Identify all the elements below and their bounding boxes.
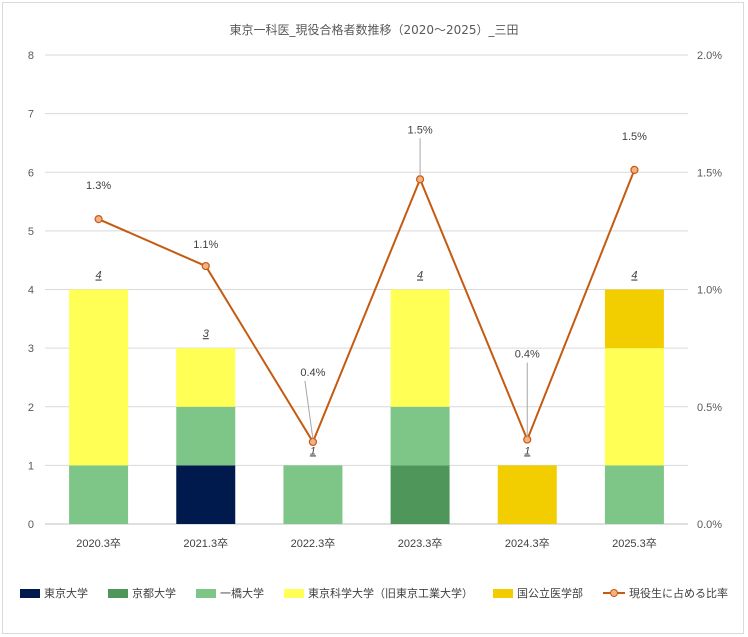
ratio-point <box>630 165 639 175</box>
bar-total-label: 1 <box>310 445 316 457</box>
legend-label: 一橋大学 <box>220 587 264 600</box>
y-tick-label: 0 <box>28 519 34 531</box>
y-tick-label: 8 <box>28 50 34 62</box>
ratio-label: 0.4% <box>300 367 325 379</box>
axes: 0 1 2 3 4 5 6 7 8 0.0% 0.5% 1.0% 1.5% 2.0% 2020.3卒 2021… <box>28 50 722 550</box>
ratio-line <box>94 165 639 447</box>
legend: 東京大学 京都大学 一橋大学 東京科学大学（旧東京工業大学） 国公立医学部 現役生に占める… <box>0 585 748 601</box>
bar-segment <box>176 406 236 466</box>
legend-swatch <box>108 588 128 598</box>
bar-segment <box>69 289 129 466</box>
bar-segment <box>390 289 450 407</box>
ratio-label: 1.3% <box>86 180 111 192</box>
y-tick-label: 5 <box>28 226 34 238</box>
bar-segment <box>604 465 664 524</box>
x-tick-label: 2020.3卒 <box>76 536 121 550</box>
y-tick-label: 3 <box>28 343 34 355</box>
bar-segment <box>283 465 343 524</box>
y-tick-label: 7 <box>28 109 34 121</box>
legend-item: 一橋大学 <box>196 585 264 601</box>
legend-item: 現役生に占める比率 <box>603 585 728 601</box>
bar-segment <box>69 465 129 524</box>
y2-tick-label: 1.5% <box>697 167 722 179</box>
legend-label: 京都大学 <box>132 587 176 600</box>
bar-total-label: 4 <box>631 270 637 282</box>
x-tick-label: 2021.3卒 <box>183 536 228 550</box>
x-tick-label: 2023.3卒 <box>398 536 443 550</box>
x-tick-label: 2024.3卒 <box>505 536 550 550</box>
legend-swatch <box>196 588 216 598</box>
legend-swatch <box>20 588 40 598</box>
y-tick-label: 4 <box>28 285 34 297</box>
bar-segment <box>390 465 450 524</box>
ratio-point <box>94 215 103 224</box>
bars <box>69 289 664 524</box>
data-labels: 4 3 1 4 1 4 1.3% 1.1% 0.4% 1.5% 0.4% 1.5% <box>86 124 647 457</box>
y2-tick-label: 0.5% <box>697 402 722 414</box>
legend-swatch <box>493 588 513 598</box>
ratio-label: 1.1% <box>193 239 218 251</box>
ratio-label: 1.5% <box>622 131 647 143</box>
legend-swatch <box>284 588 304 598</box>
bar-total-label: 1 <box>524 445 530 457</box>
legend-label: 東京大学 <box>44 587 88 600</box>
y2-tick-label: 2.0% <box>697 50 722 62</box>
ratio-point <box>201 261 210 271</box>
bar-total-label: 3 <box>203 328 210 340</box>
legend-line-swatch <box>603 588 625 598</box>
y-tick-label: 6 <box>28 167 34 179</box>
bar-segment <box>497 465 557 524</box>
x-tick-label: 2022.3卒 <box>291 536 336 550</box>
ratio-point <box>308 437 318 447</box>
legend-item: 東京科学大学（旧東京工業大学） <box>284 585 473 601</box>
bar-total-label: 4 <box>417 270 423 282</box>
legend-label: 現役生に占める比率 <box>629 587 728 600</box>
ratio-label: 1.5% <box>408 124 433 136</box>
legend-item: 国公立医学部 <box>493 585 583 601</box>
bar-total-label: 4 <box>96 270 102 282</box>
bar-segment <box>176 348 236 407</box>
ratio-point <box>523 435 532 444</box>
legend-item: 東京大学 <box>20 585 88 601</box>
gridlines <box>45 54 688 525</box>
bar-segment <box>604 289 664 349</box>
legend-label: 東京科学大学（旧東京工業大学） <box>308 587 473 600</box>
y-tick-label: 1 <box>28 460 34 472</box>
chart-title: 東京一科医_現役合格者数推移（2020～2025）_三田 <box>229 23 519 37</box>
bar-segment <box>390 406 450 466</box>
x-tick-label: 2025.3卒 <box>612 536 657 550</box>
ratio-label: 0.4% <box>515 349 540 361</box>
y-tick-label: 2 <box>28 402 34 414</box>
y2-tick-label: 1.0% <box>697 285 722 297</box>
leader-line <box>304 380 314 439</box>
legend-label: 国公立医学部 <box>517 587 583 600</box>
ratio-point <box>415 175 425 184</box>
ratio-line-path <box>98 169 636 445</box>
bar-segment <box>176 465 236 524</box>
legend-item: 京都大学 <box>108 585 176 601</box>
bar-segment <box>604 348 664 466</box>
y2-tick-label: 0.0% <box>697 519 722 531</box>
